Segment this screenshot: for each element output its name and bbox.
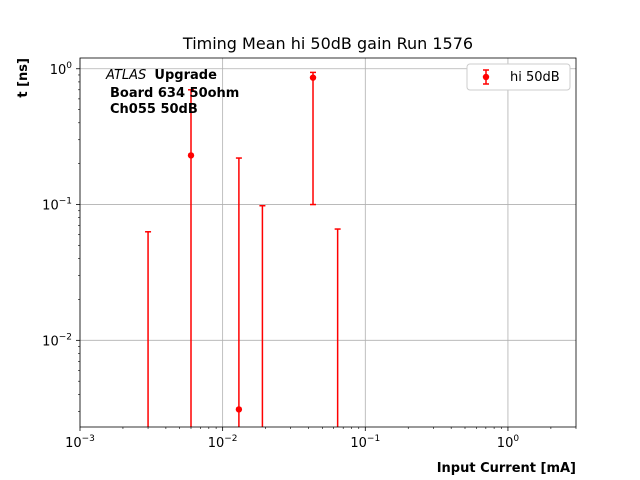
- annotation-status: Upgrade: [154, 68, 217, 83]
- annotation-line-1: ATLAS Upgrade: [105, 68, 217, 83]
- legend-marker: [482, 73, 490, 81]
- data-point: [309, 71, 317, 206]
- x-tick-label: 10−1: [350, 434, 380, 451]
- x-axis-label: Input Current [mA]: [437, 461, 576, 476]
- y-tick-label: 100: [50, 61, 73, 78]
- data-point: [259, 204, 266, 427]
- annotation-experiment: ATLAS: [105, 68, 146, 83]
- axis-ticks: 10−3 10−2 10−1 100 10−2 10−1 100: [42, 61, 577, 451]
- plot-frame: [79, 57, 577, 428]
- legend: hi 50dB: [466, 63, 571, 91]
- marker: [187, 152, 195, 159]
- x-tick-label: 100: [497, 434, 520, 451]
- marker: [309, 74, 317, 81]
- data-point: [334, 228, 341, 427]
- legend-label: hi 50dB: [510, 70, 560, 85]
- annotation-line-2: Board 634 50ohm: [110, 86, 239, 101]
- data-series: [145, 71, 341, 427]
- x-tick-label: 10−3: [65, 434, 95, 451]
- chart-title: Timing Mean hi 50dB gain Run 1576: [182, 34, 473, 53]
- data-point: [145, 231, 152, 427]
- y-tick-label: 10−2: [42, 332, 72, 349]
- annotation-line-3: Ch055 50dB: [110, 102, 198, 117]
- x-tick-label: 10−2: [208, 434, 238, 451]
- legend-box: [466, 63, 571, 91]
- marker: [235, 406, 243, 413]
- data-point: [235, 157, 243, 427]
- data-point: [187, 89, 195, 427]
- plot-area: [80, 58, 576, 427]
- y-axis-label: t [ns]: [16, 58, 31, 98]
- y-tick-label: 10−1: [42, 197, 72, 214]
